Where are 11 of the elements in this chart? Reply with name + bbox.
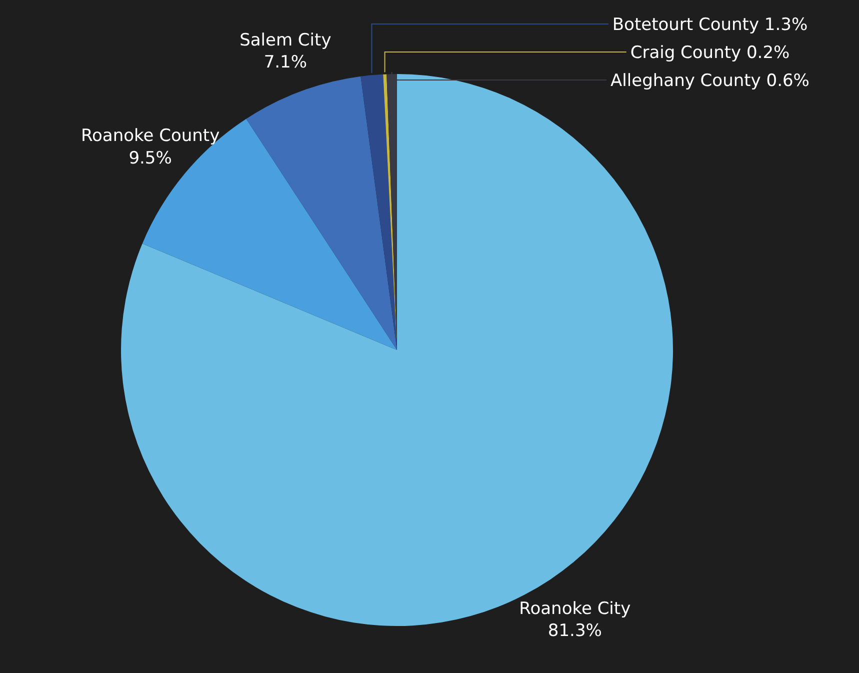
slice-label: Craig County 0.2% bbox=[630, 43, 790, 63]
pie-slice bbox=[246, 76, 397, 350]
pie-slice bbox=[360, 74, 397, 350]
data-label: 9.5% bbox=[128, 148, 172, 168]
slice-label: Roanoke City bbox=[519, 598, 631, 619]
slice-label: Botetourt County 1.3% bbox=[612, 15, 808, 35]
slice-label: Salem City bbox=[240, 30, 332, 51]
data-label: 81.3% bbox=[548, 620, 602, 641]
data-label: 7.1% bbox=[264, 52, 308, 73]
slice-label: Alleghany County 0.6% bbox=[610, 71, 810, 91]
slice-label: Roanoke County bbox=[80, 126, 220, 146]
